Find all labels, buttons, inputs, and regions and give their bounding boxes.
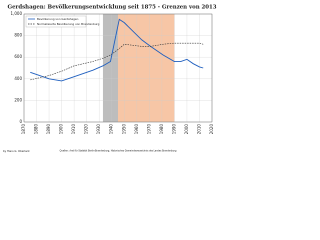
plot-frame [23,13,213,123]
legend-label: Bevölkerung von Gerdshagen [37,17,79,21]
x-tick-label: 1880 [34,124,39,135]
shaded-period [102,14,118,122]
legend-box [25,15,87,28]
x-tick-label: 1950 [121,124,126,135]
x-tick-label: 2010 [196,124,201,135]
x-tick-label: 1970 [146,124,151,135]
shaded-period [118,14,175,122]
x-tick-label: 2020 [209,124,214,135]
page: Gerdshagen: Bevölkerungsentwicklung seit… [0,0,220,156]
chart-title: Gerdshagen: Bevölkerungsentwicklung seit… [7,4,216,11]
y-tick-label: 200 [14,97,22,102]
y-tick-label: 800 [14,33,22,38]
x-tick-label: 1910 [71,124,76,135]
y-tick-label: 600 [14,54,22,59]
y-tick-label: 400 [14,76,22,81]
series-line [30,42,204,81]
x-tick-label: 1980 [159,124,164,135]
x-tick-label: 1960 [134,124,139,135]
series-line [30,18,204,82]
legend-label: Normalisierte Bevölkerung von Brandenbur… [37,22,100,26]
x-tick-label: 1890 [46,124,51,135]
x-tick-label: 1900 [59,124,64,135]
x-tick-label: 1930 [96,124,101,135]
y-tick-label: 0 [19,119,22,124]
x-tick-label: 1870 [21,124,26,135]
x-tick-label: 1920 [84,124,89,135]
y-tick-label: 1,000 [11,11,23,16]
x-tick-label: 2000 [184,124,189,135]
x-tick-label: 1940 [109,124,114,135]
footer-source: Quellen: Amt für Statistik Berlin-Brande… [60,150,177,153]
footer-author: by Hans G. Oberlack [3,149,30,153]
chart: Gerdshagen: Bevölkerungsentwicklung seit… [0,0,220,156]
x-tick-label: 1990 [171,124,176,135]
